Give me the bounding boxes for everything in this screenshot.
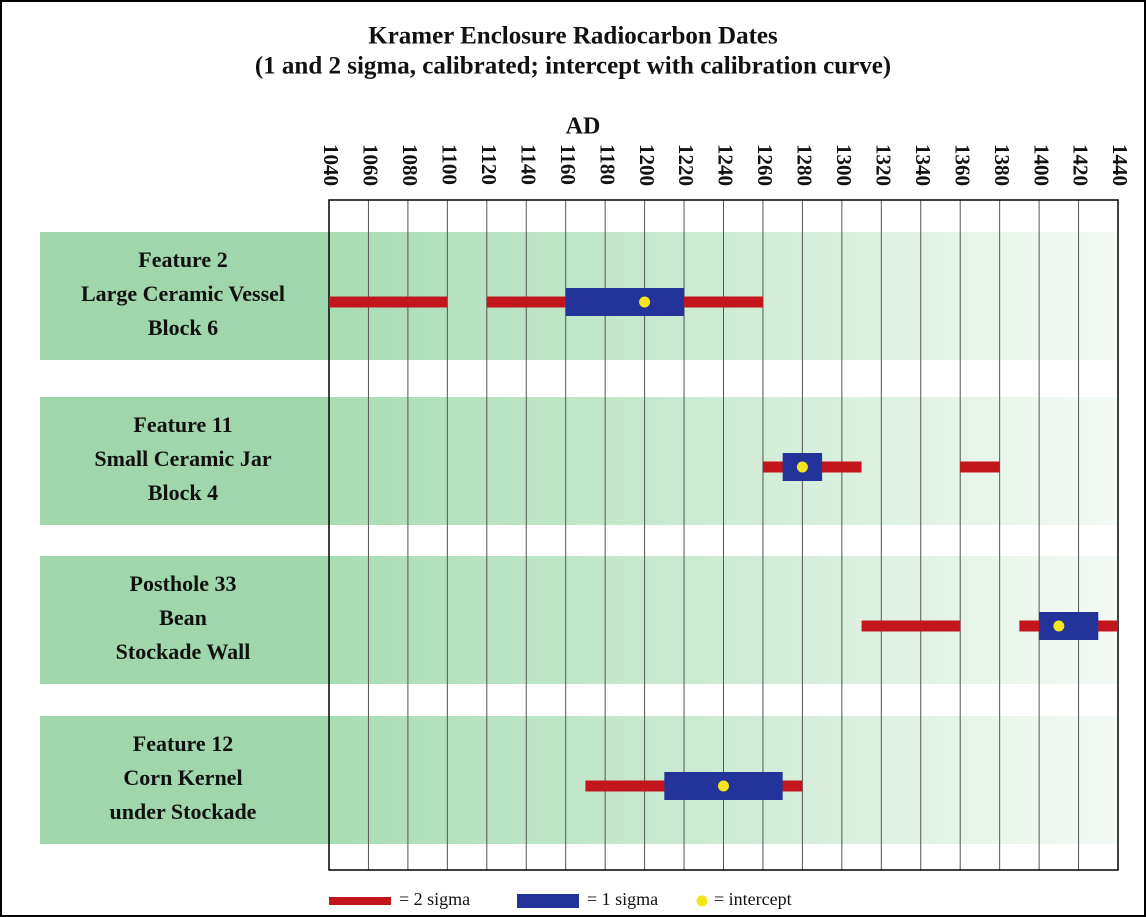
intercept [796, 461, 808, 473]
x-tick-label: 1240 [714, 144, 738, 186]
intercept [718, 780, 729, 792]
marks [329, 288, 1118, 800]
plot-frame [328, 199, 1119, 871]
x-tick-label: 1260 [753, 144, 777, 186]
category-label: Feature 12 [133, 731, 233, 756]
category-label: Feature 11 [133, 412, 232, 437]
legend-swatch [329, 897, 391, 905]
x-tick-label: 1040 [319, 144, 343, 186]
legend-label: = 1 sigma [587, 889, 658, 909]
x-axis-label: AD [566, 114, 601, 140]
x-tick-label: 1440 [1108, 144, 1132, 186]
x-tick-label: 1280 [793, 144, 817, 186]
label-band [40, 232, 329, 360]
x-tick-label: 1300 [832, 144, 856, 186]
category-label: Feature 2 [138, 247, 227, 272]
category-label: Large Ceramic Vessel [81, 281, 285, 306]
x-tick-label: 1220 [674, 144, 698, 186]
x-tick-label: 1340 [911, 144, 935, 186]
x-tick-label: 1140 [516, 144, 540, 185]
x-tick-label: 1120 [477, 144, 501, 185]
label-band [40, 397, 329, 525]
x-tick-label: 1060 [359, 144, 383, 186]
category-label: Posthole 33 [130, 571, 237, 596]
legend: = 2 sigma = 1 sigma = intercept [329, 889, 792, 909]
chart-subtitle: (1 and 2 sigma, calibrated; intercept wi… [255, 53, 891, 80]
legend-label: = intercept [714, 889, 792, 909]
one-sigma-bar [565, 288, 685, 316]
label-band [40, 556, 329, 684]
x-tick-label: 1380 [990, 144, 1014, 186]
category-label: Small Ceramic Jar [94, 446, 271, 471]
x-tick-label: 1100 [438, 144, 462, 185]
x-tick-label: 1180 [595, 144, 619, 185]
category-label: Corn Kernel [123, 765, 242, 790]
x-tick-label: 1400 [1029, 144, 1053, 186]
category-label: under Stockade [110, 799, 257, 824]
category-label: Bean [159, 605, 207, 630]
category-label: Block 4 [148, 480, 218, 505]
x-tick-label: 1420 [1069, 144, 1093, 186]
two-sigma-bar [329, 296, 448, 308]
x-tick-label: 1200 [635, 144, 659, 186]
x-tick-label: 1160 [556, 144, 580, 185]
legend-swatch [517, 894, 579, 908]
two-sigma-bar [960, 461, 1000, 473]
one-sigma-bar [1039, 612, 1099, 640]
chart-title: Kramer Enclosure Radiocarbon Dates [368, 23, 778, 50]
x-tick-label: 1320 [871, 144, 895, 186]
x-tick-label: 1360 [950, 144, 974, 186]
category-label: Block 6 [148, 315, 218, 340]
intercept [1053, 620, 1065, 632]
x-tick-label: 1080 [398, 144, 422, 186]
label-band [40, 716, 329, 844]
two-sigma-bar [861, 620, 961, 632]
grid: 1040 1060 1080 1100 1120 1140 1160 1180 1200 1220… [319, 144, 1132, 871]
category-label: Stockade Wall [116, 639, 251, 664]
intercept [639, 296, 651, 308]
legend-swatch [696, 895, 708, 907]
legend-label: = 2 sigma [399, 889, 470, 909]
